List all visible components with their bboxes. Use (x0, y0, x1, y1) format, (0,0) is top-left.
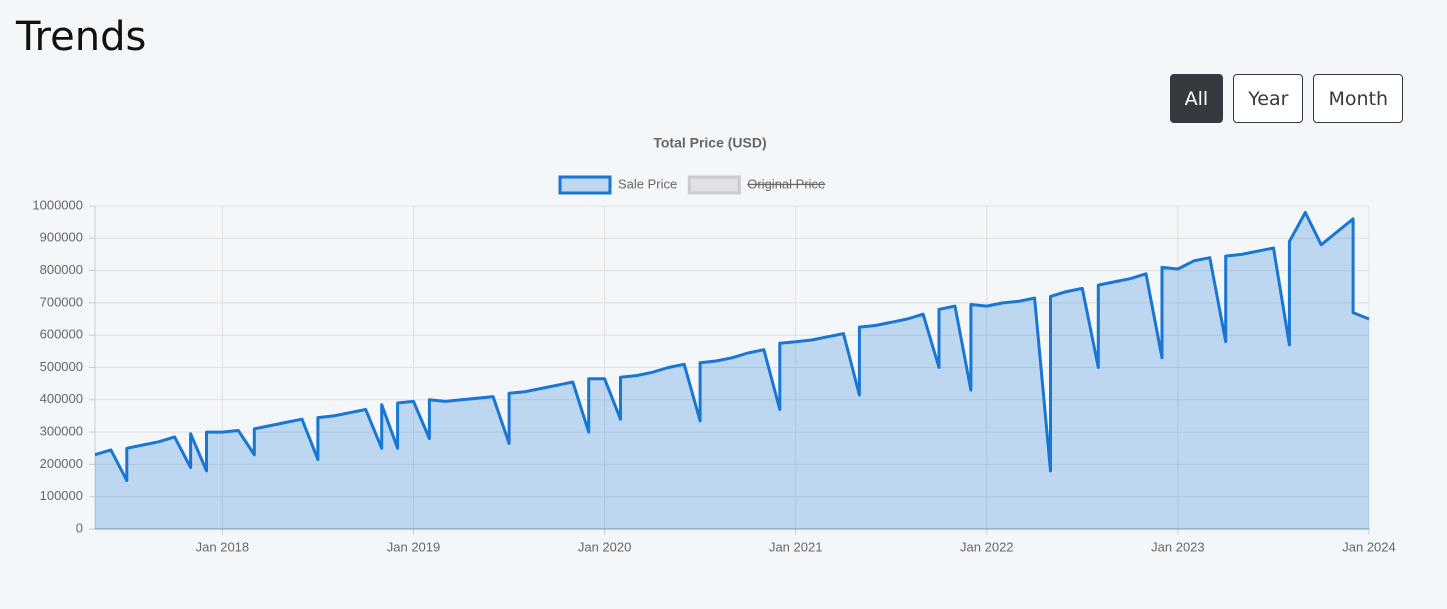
legend-item[interactable]: Original Price (687, 175, 825, 195)
page-title: Trends (16, 14, 147, 60)
y-tick-label: 300000 (40, 424, 83, 439)
y-tick-label: 600000 (40, 327, 83, 342)
range-buttons: All Year Month (1169, 74, 1403, 123)
x-tick-label: Jan 2018 (196, 539, 250, 554)
y-tick-label: 900000 (40, 230, 83, 245)
legend: Sale Price Original Price (558, 175, 825, 195)
legend-swatch (558, 175, 612, 195)
x-tick-label: Jan 2021 (769, 539, 823, 554)
y-tick-label: 700000 (40, 294, 83, 309)
range-button[interactable]: All (1169, 74, 1224, 123)
range-button[interactable]: Year (1233, 74, 1304, 123)
x-tick-label: Jan 2020 (578, 539, 632, 554)
legend-label: Original Price (747, 176, 825, 191)
x-tick-label: Jan 2019 (387, 539, 441, 554)
y-tick-label: 200000 (40, 456, 83, 471)
y-tick-label: 100000 (40, 488, 83, 503)
legend-item[interactable]: Sale Price (558, 175, 677, 195)
y-tick-label: 400000 (40, 391, 83, 406)
x-tick-label: Jan 2023 (1151, 539, 1205, 554)
y-tick-label: 0 (76, 520, 83, 535)
x-tick-label: Jan 2024 (1342, 539, 1396, 554)
chart-title: Total Price (USD) (653, 135, 766, 151)
range-button[interactable]: Month (1313, 74, 1403, 123)
y-tick-label: 800000 (40, 262, 83, 277)
x-tick-label: Jan 2022 (960, 539, 1014, 554)
line (94, 211, 1370, 483)
y-tick-label: 1000000 (32, 197, 83, 212)
y-tick-label: 500000 (40, 359, 83, 374)
legend-label: Sale Price (618, 176, 677, 191)
legend-swatch (687, 175, 741, 195)
